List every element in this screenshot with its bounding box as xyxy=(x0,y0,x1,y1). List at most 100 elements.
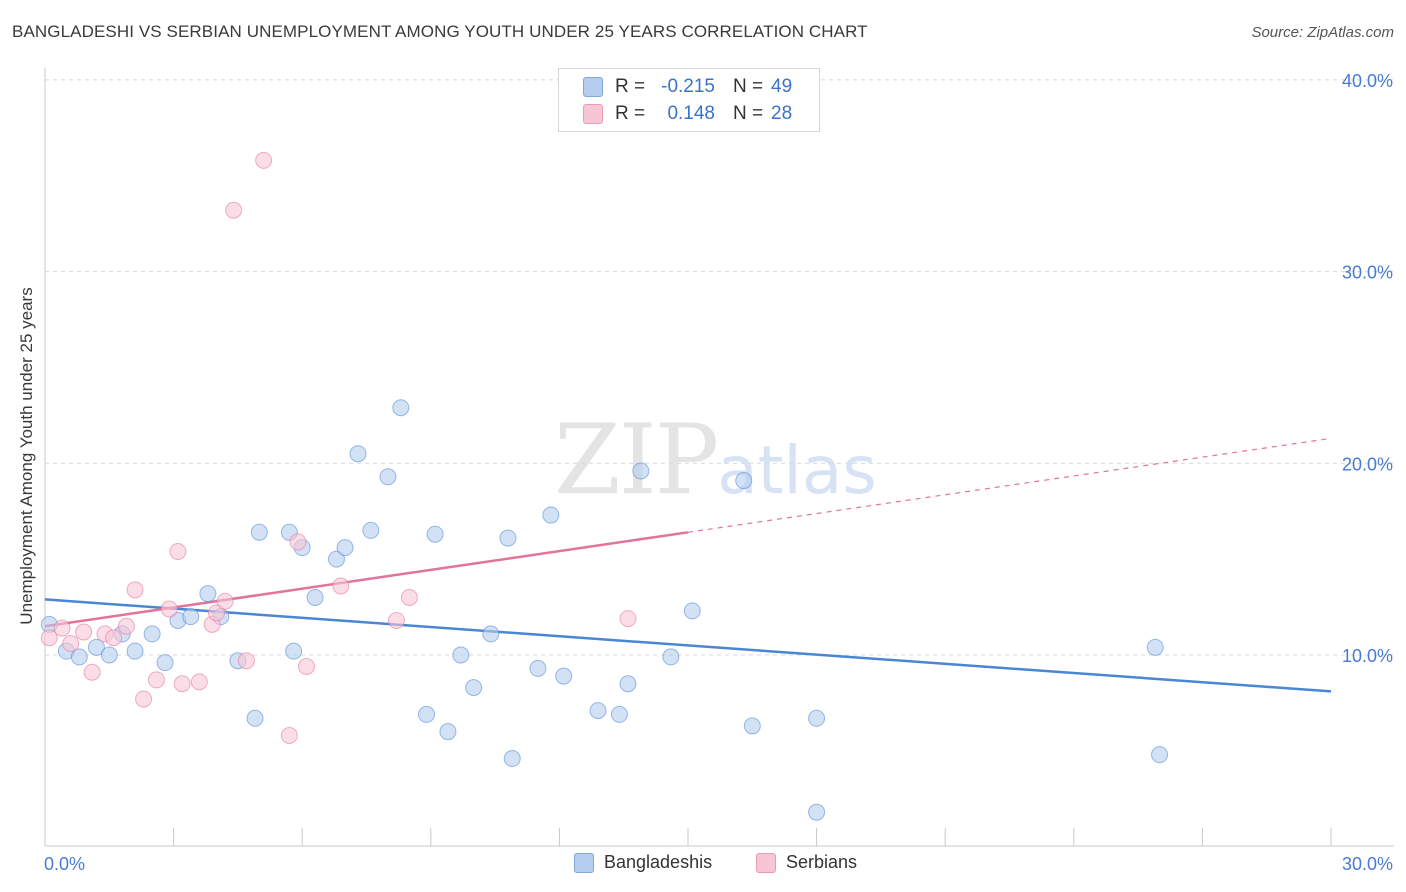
data-point-serbians xyxy=(332,577,350,595)
source-label: Source: ZipAtlas.com xyxy=(1251,24,1394,41)
data-point-bangladeshis xyxy=(465,679,483,697)
data-point-serbians xyxy=(53,619,71,637)
data-point-bangladeshis xyxy=(610,705,628,723)
data-point-bangladeshis xyxy=(349,445,367,463)
legend-label-serbians: Serbians xyxy=(786,852,858,872)
data-point-bangladeshis xyxy=(362,521,380,539)
data-point-serbians xyxy=(105,629,123,647)
data-point-serbians xyxy=(147,671,165,689)
y-tick-label: 30.0% xyxy=(1342,263,1393,283)
data-point-serbians xyxy=(75,623,93,641)
n-value: 49 xyxy=(771,76,793,97)
legend-swatch-bangladeshis xyxy=(583,77,603,97)
r-label: R = xyxy=(615,76,646,97)
data-point-bangladeshis xyxy=(182,608,200,626)
data-point-serbians xyxy=(225,201,243,219)
data-point-bangladeshis xyxy=(439,723,457,741)
data-point-bangladeshis xyxy=(499,529,517,547)
data-point-serbians xyxy=(40,629,58,647)
data-point-bangladeshis xyxy=(529,659,547,677)
data-points xyxy=(40,151,1169,821)
data-point-bangladeshis xyxy=(735,472,753,490)
legend-label-bangladeshis: Bangladeshis xyxy=(604,852,713,872)
data-point-bangladeshis xyxy=(503,750,521,768)
data-point-serbians xyxy=(173,675,191,693)
n-label: N = xyxy=(733,76,764,97)
data-point-bangladeshis xyxy=(336,539,354,557)
data-point-serbians xyxy=(117,617,135,635)
r-label: R = xyxy=(615,103,646,124)
data-point-bangladeshis xyxy=(379,468,397,486)
data-point-bangladeshis xyxy=(156,654,174,672)
data-point-serbians xyxy=(207,604,225,622)
r-value: 0.148 xyxy=(667,103,715,124)
correlation-legend: R = -0.215 N = 49 R = 0.148 N = 28 xyxy=(558,68,820,132)
data-point-bangladeshis xyxy=(683,602,701,620)
data-point-serbians xyxy=(169,542,187,560)
legend-item-bangladeshis: Bangladeshis xyxy=(574,852,712,873)
data-point-bangladeshis xyxy=(418,705,436,723)
data-point-serbians xyxy=(135,690,153,708)
data-point-bangladeshis xyxy=(589,702,607,720)
data-point-bangladeshis xyxy=(126,642,144,660)
data-point-bangladeshis xyxy=(1151,746,1169,764)
y-tick-label: 10.0% xyxy=(1342,646,1393,666)
chart-title: BANGLADESHI VS SERBIAN UNEMPLOYMENT AMON… xyxy=(12,22,868,41)
data-point-serbians xyxy=(297,658,315,676)
data-point-serbians xyxy=(388,611,406,629)
legend-item-serbians: Serbians xyxy=(756,852,857,873)
axes xyxy=(44,68,1394,847)
data-point-bangladeshis xyxy=(70,648,88,666)
data-point-serbians xyxy=(216,592,234,610)
y-tick-label: 20.0% xyxy=(1342,454,1393,474)
x-tick-label: 0.0% xyxy=(44,854,85,874)
data-point-bangladeshis xyxy=(808,803,826,821)
data-point-serbians xyxy=(280,727,298,745)
legend-swatch-serbians xyxy=(583,104,603,124)
data-point-serbians xyxy=(289,533,307,551)
data-point-bangladeshis xyxy=(662,648,680,666)
trend-line-serbians xyxy=(44,531,689,628)
data-point-serbians xyxy=(62,634,80,652)
legend-swatch-bangladeshis xyxy=(574,852,594,873)
tick-labels: 10.0% 20.0% 30.0% 40.0% 0.0% 30.0% xyxy=(44,71,1393,874)
data-point-serbians xyxy=(160,600,178,618)
r-value: -0.215 xyxy=(661,76,715,97)
data-point-bangladeshis xyxy=(426,525,444,543)
trend-lines xyxy=(44,437,1332,693)
watermark-atlas: atlas xyxy=(717,432,877,509)
watermark-zip: ZIP xyxy=(554,404,719,516)
data-point-bangladeshis xyxy=(1146,638,1164,656)
data-point-serbians xyxy=(255,151,273,169)
data-point-bangladeshis xyxy=(555,667,573,685)
data-point-serbians xyxy=(126,581,144,599)
data-point-bangladeshis xyxy=(87,638,105,656)
data-point-bangladeshis xyxy=(743,717,761,735)
n-value: 28 xyxy=(771,103,793,124)
data-point-serbians xyxy=(400,588,418,606)
data-point-bangladeshis xyxy=(392,399,410,417)
data-point-bangladeshis xyxy=(285,642,303,660)
legend-row-bangladeshis: R = -0.215 N = 49 xyxy=(583,74,792,100)
legend-row-serbians: R = 0.148 N = 28 xyxy=(583,101,792,127)
data-point-serbians xyxy=(83,663,101,681)
data-point-bangladeshis xyxy=(250,523,268,541)
data-point-bangladeshis xyxy=(808,709,826,727)
data-point-serbians xyxy=(619,610,637,628)
data-point-bangladeshis xyxy=(306,588,324,606)
y-tick-label: 40.0% xyxy=(1342,71,1393,91)
data-point-bangladeshis xyxy=(246,709,264,727)
data-point-bangladeshis xyxy=(143,625,161,643)
legend-swatch-serbians xyxy=(756,852,776,873)
x-tick-label: 30.0% xyxy=(1342,854,1393,874)
gridlines xyxy=(45,79,1394,656)
trend-line-bangladeshis xyxy=(44,598,1332,693)
data-point-bangladeshis xyxy=(327,550,345,568)
data-point-bangladeshis xyxy=(100,646,118,664)
data-point-serbians xyxy=(237,652,255,670)
n-label: N = xyxy=(733,103,764,124)
data-point-bangladeshis xyxy=(619,675,637,693)
data-point-bangladeshis xyxy=(452,646,470,664)
data-point-serbians xyxy=(190,673,208,691)
